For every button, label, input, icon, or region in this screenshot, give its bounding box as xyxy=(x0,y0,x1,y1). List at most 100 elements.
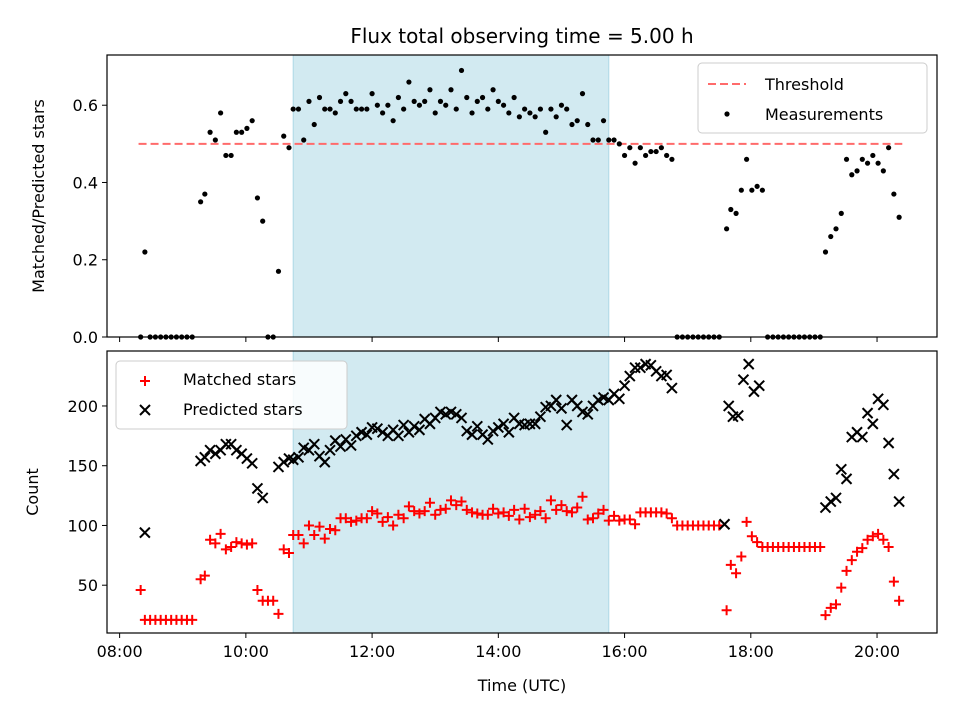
matched-star-point xyxy=(873,528,884,539)
predicted-star-point xyxy=(618,379,631,392)
predicted-star-point xyxy=(204,444,216,456)
x-tick-label: 08:00 xyxy=(97,642,143,661)
measurement-point xyxy=(290,106,296,112)
measurement-point xyxy=(564,106,570,112)
matched-star-point xyxy=(226,541,237,552)
matched-star-point xyxy=(731,568,742,579)
matched-star-point xyxy=(588,513,599,524)
measurement-point xyxy=(880,168,886,174)
matched-star-point xyxy=(883,541,894,552)
legend-measurements-swatch xyxy=(724,111,730,117)
measurement-point xyxy=(364,106,370,112)
measurement-point xyxy=(648,148,654,155)
predicted-star-point xyxy=(392,430,405,442)
matched-star-point xyxy=(298,538,309,549)
predicted-star-point xyxy=(450,408,462,421)
measurement-point xyxy=(275,268,282,274)
measurement-point xyxy=(228,152,234,159)
predicted-star-point xyxy=(292,451,305,464)
matched-star-point xyxy=(231,537,242,548)
measurement-point xyxy=(870,152,876,159)
matched-star-point xyxy=(630,519,641,530)
measurement-point xyxy=(218,110,224,116)
axes-frame xyxy=(106,350,938,634)
predicted-star-point xyxy=(561,419,573,431)
measurement-point xyxy=(843,156,850,162)
y-tick-label: 0.4 xyxy=(73,173,98,192)
measurement-point xyxy=(458,67,465,74)
matched-star-point xyxy=(831,599,842,610)
measurement-point xyxy=(464,94,470,101)
bottom-panel: 08:00 10:00 12:00 14:00 16:00 18:00 20:00 50 100… xyxy=(23,350,938,695)
matched-star-point xyxy=(367,506,378,517)
matched-star-point xyxy=(314,521,325,532)
predicted-star-point xyxy=(397,419,410,431)
measurement-point xyxy=(249,118,255,124)
y-axis-label: Count xyxy=(23,468,42,516)
measurement-point xyxy=(754,183,760,189)
measurement-point xyxy=(500,102,507,108)
predicted-star-point xyxy=(371,422,384,435)
predicted-star-point xyxy=(867,418,879,430)
measurement-point xyxy=(295,106,302,112)
matched-star-point xyxy=(661,508,672,519)
legend-predicted-swatch xyxy=(139,404,151,416)
matched-star-point xyxy=(398,513,409,524)
matched-star-point xyxy=(741,516,752,527)
matched-star-point xyxy=(424,497,435,508)
x-tick-label: 14:00 xyxy=(475,642,521,661)
matched-star-point xyxy=(268,595,279,606)
measurement-point xyxy=(828,233,834,240)
measurement-point xyxy=(611,137,617,143)
measurement-point xyxy=(833,226,839,232)
matched-star-point xyxy=(187,614,198,625)
matched-star-point xyxy=(325,524,336,535)
measurement-point xyxy=(838,210,844,216)
measurement-point xyxy=(369,91,375,97)
matched-star-point xyxy=(725,559,736,570)
y-axis-label: Matched/Predicted stars xyxy=(29,99,48,293)
predicted-star-point xyxy=(413,424,426,436)
matched-star-point xyxy=(210,538,221,549)
legend: Matched stars Predicted stars xyxy=(115,360,348,430)
measurement-point xyxy=(579,91,586,97)
y-tick-label: 0.0 xyxy=(73,328,98,347)
legend-matched-swatch xyxy=(140,376,150,386)
measurement-point xyxy=(443,102,449,108)
measurement-point xyxy=(643,152,649,159)
measurement-point xyxy=(254,195,261,201)
predicted-star-point xyxy=(466,428,478,441)
measurement-point xyxy=(574,118,580,124)
matched-star-point xyxy=(509,504,520,515)
predicted-star-point xyxy=(256,492,269,504)
predicted-star-point xyxy=(888,468,900,480)
measurement-point xyxy=(822,249,829,255)
matched-star-point xyxy=(656,507,667,518)
matched-star-point xyxy=(252,584,263,595)
measurement-point xyxy=(306,98,312,104)
predicted-star-point xyxy=(455,412,468,424)
matched-star-point xyxy=(377,516,388,527)
measurement-point xyxy=(759,187,765,193)
predicted-star-point xyxy=(308,438,320,450)
measurement-point xyxy=(207,129,213,135)
measurement-point xyxy=(627,145,633,151)
matched-star-point xyxy=(514,514,525,525)
matched-star-point xyxy=(503,510,514,521)
measurement-point xyxy=(569,121,575,128)
measurement-point xyxy=(327,106,333,112)
matched-star-point xyxy=(403,501,414,512)
measurement-point xyxy=(202,191,208,197)
predicted-star-point xyxy=(529,418,541,430)
y-tick-label: 0.2 xyxy=(73,251,98,270)
matched-star-point xyxy=(524,512,535,523)
predicted-star-point xyxy=(361,428,373,441)
x-tick-label: 12:00 xyxy=(349,642,395,661)
measurement-point xyxy=(422,98,428,104)
matched-star-point xyxy=(346,516,357,527)
measurement-point xyxy=(891,191,897,197)
measurement-point xyxy=(453,106,459,112)
measurement-point xyxy=(223,152,229,159)
measurement-point xyxy=(664,152,670,159)
measurement-point xyxy=(749,187,755,193)
